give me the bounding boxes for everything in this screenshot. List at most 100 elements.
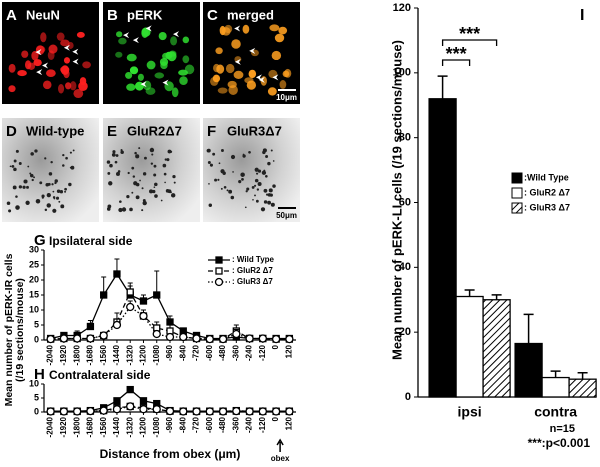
bar: [541, 376, 570, 398]
cell: [56, 32, 65, 41]
bar: [428, 98, 457, 398]
cell: [142, 200, 147, 206]
arrowhead: [234, 58, 241, 65]
cell: [138, 147, 141, 150]
marker: [258, 334, 267, 343]
cell: [251, 185, 255, 189]
y-tick-label: 25: [29, 259, 39, 269]
cell: [228, 189, 233, 194]
chart-title: Contralateral side: [49, 368, 151, 382]
marker: [73, 334, 82, 343]
cell: [141, 187, 144, 190]
cell: [64, 187, 67, 191]
x-tick-label: ipsi: [458, 404, 482, 420]
cell: [34, 149, 38, 153]
cell: [8, 85, 16, 93]
cell: [52, 190, 55, 193]
cell: [230, 154, 236, 160]
cell: [274, 33, 285, 43]
cell: [69, 81, 77, 91]
legend-label: : GluR2 Δ7: [232, 266, 273, 275]
marker: [205, 334, 214, 344]
y-tick-label: 60: [399, 196, 411, 208]
x-tick-label: -1680: [86, 416, 95, 437]
x-tick-label: -480: [218, 416, 227, 433]
bar: [455, 295, 484, 398]
cell: [25, 200, 30, 205]
arrowhead: [42, 62, 49, 69]
cell: [163, 172, 167, 176]
legend-marker: [214, 277, 224, 287]
annotation: obex: [271, 454, 290, 463]
cell: [230, 195, 235, 200]
cell: [162, 163, 167, 168]
cell: [267, 200, 272, 205]
cell: [33, 176, 35, 179]
cell: [125, 71, 133, 79]
marker: [86, 407, 95, 416]
cell: [232, 171, 234, 173]
cell: [226, 189, 229, 192]
x-tick-label: -2040: [46, 416, 55, 437]
cell: [56, 189, 61, 193]
y-axis-label: Mean number of pERK-LI cells (/19 sectio…: [389, 40, 404, 360]
cell: [144, 156, 147, 160]
x-tick-label: -1800: [72, 344, 81, 365]
arrowhead: [72, 58, 79, 65]
cell: [279, 80, 287, 89]
cell: [254, 194, 256, 197]
marker: [285, 407, 294, 416]
cell: [82, 61, 91, 69]
cell: [68, 182, 72, 187]
panel-label: D: [6, 123, 17, 140]
cell: [31, 178, 34, 182]
cell: [47, 182, 51, 186]
panel-label: E: [107, 123, 117, 140]
cell: [120, 149, 123, 152]
cell: [54, 179, 58, 183]
cell: [227, 80, 237, 89]
cell: [231, 39, 241, 49]
cell: [252, 198, 254, 201]
y-tick-label: 20: [399, 326, 411, 338]
bar: [514, 342, 543, 398]
cell: [106, 160, 111, 164]
cell: [265, 193, 269, 196]
cell: [129, 66, 139, 75]
marker: [126, 302, 135, 312]
cell: [114, 160, 118, 164]
arrowhead: [173, 31, 180, 38]
marker: [113, 270, 121, 278]
cell: [149, 189, 154, 194]
cell: [15, 149, 19, 153]
cell: [60, 65, 70, 75]
cell: [126, 83, 136, 91]
cell: [217, 87, 228, 94]
cell: [42, 80, 52, 90]
x-tick-label: -840: [178, 344, 187, 361]
cell: [108, 181, 113, 186]
cell: [153, 173, 157, 177]
cell: [47, 193, 50, 196]
cell: [15, 205, 20, 210]
cell: [127, 171, 130, 175]
cell: [15, 195, 18, 198]
marker: [271, 407, 281, 416]
cell: [284, 68, 292, 78]
x-tick-label: -1920: [59, 416, 68, 437]
cell: [109, 163, 113, 168]
cell: [58, 83, 65, 94]
arrowhead: [162, 79, 169, 86]
arrowhead: [249, 47, 256, 54]
cell: [153, 164, 157, 168]
x-tick-label: -360: [231, 416, 240, 433]
panel-label: B: [107, 7, 118, 24]
cell: [22, 185, 26, 189]
marker: [86, 322, 95, 331]
cell: [223, 185, 227, 189]
cell: [278, 26, 288, 35]
cell: [220, 169, 225, 174]
cell: [62, 164, 65, 167]
bracket: [441, 39, 498, 46]
marker: [218, 334, 228, 344]
